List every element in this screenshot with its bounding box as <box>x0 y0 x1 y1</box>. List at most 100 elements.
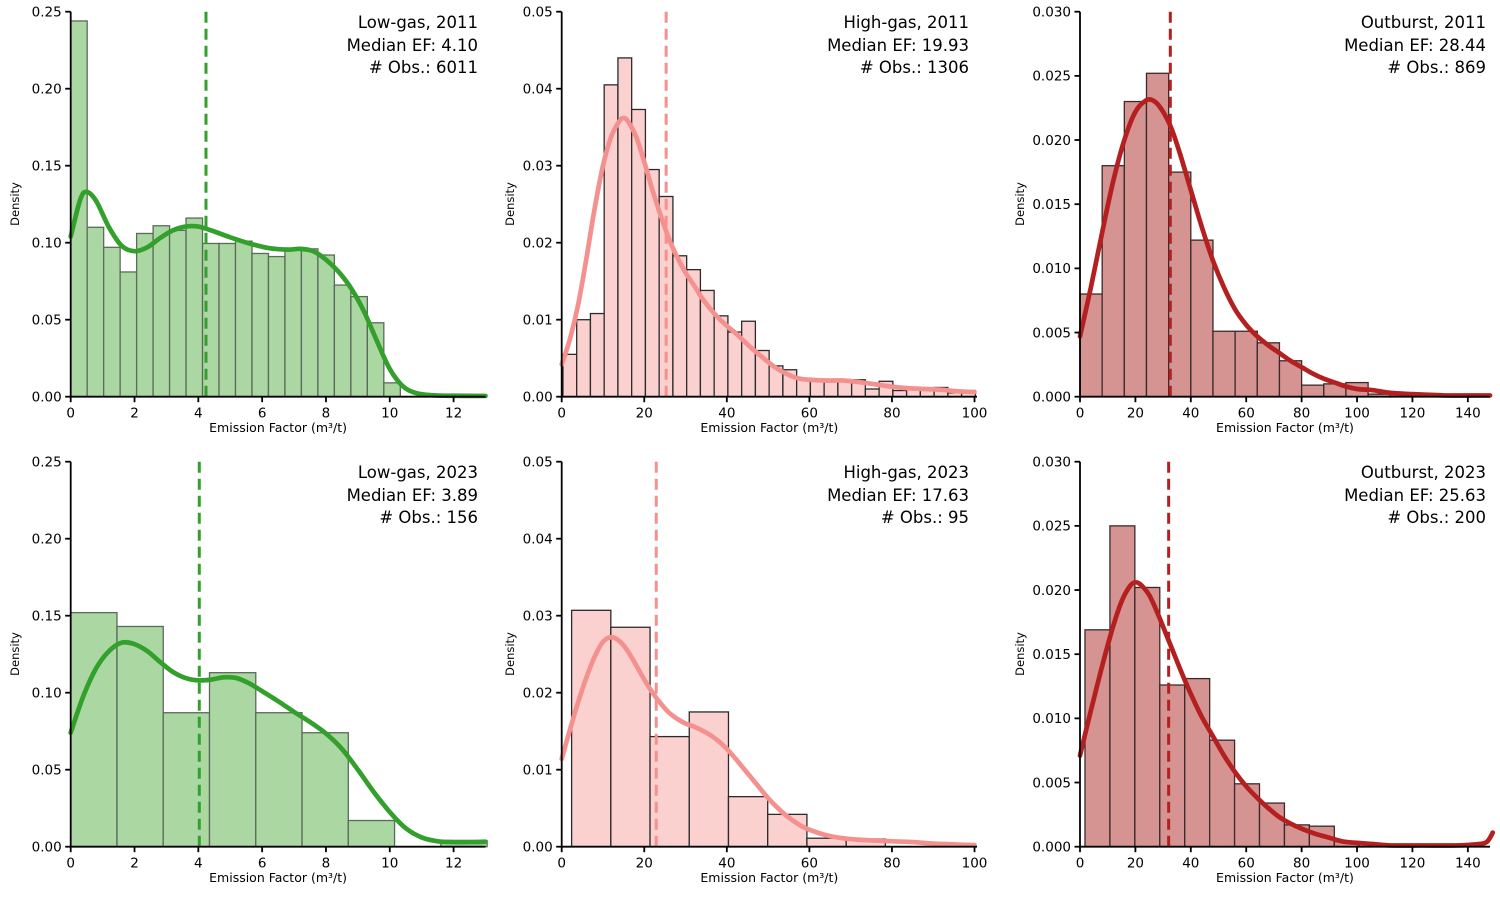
y-tick-label: 0.04 <box>523 82 553 98</box>
histogram-bar <box>809 380 825 398</box>
median-ef-label: Median EF: 19.93 <box>827 35 969 55</box>
histogram-chart-high-gas-2023: 0 20 40 60 80 100 0.00 0.01 0.02 0.03 0.04 0.05 <box>523 455 988 872</box>
histogram-bar <box>1159 684 1186 848</box>
panel-high-gas-2023: 0 20 40 60 80 100 0.00 0.01 0.02 0.03 0.04 0.05 Hig… <box>500 450 1000 900</box>
x-tick-label: 120 <box>1400 406 1426 422</box>
x-tick-label: 8 <box>322 856 331 872</box>
histogram-bar <box>1167 171 1192 398</box>
histogram-bar <box>86 226 105 398</box>
y-axis-label: Density <box>503 182 517 226</box>
panel-annotation: Outburst, 2023 Median EF: 25.63 # Obs.: … <box>1344 462 1486 530</box>
histogram-chart-low-gas-2011: 0 2 4 6 8 10 12 0.00 0.05 0.10 0.15 0.20 0.25 <box>32 5 488 422</box>
histogram-bar <box>1101 165 1125 398</box>
obs-count-label: # Obs.: 156 <box>379 508 478 527</box>
y-tick-label: 0.15 <box>32 159 62 175</box>
x-tick-label: 100 <box>962 406 988 422</box>
histogram-bar <box>795 379 812 398</box>
y-tick-label: 0.00 <box>523 840 553 856</box>
histogram-chart-outburst-2023: 0 20 40 60 80 100 120 140 0.000 0.005 0.010 0.015 0.… <box>1032 455 1496 872</box>
y-tick-label: 0.25 <box>32 455 62 471</box>
x-tick-label: 6 <box>258 406 267 422</box>
histogram-bar <box>610 626 651 848</box>
histogram-bar <box>1123 100 1148 398</box>
x-tick-label: 10 <box>381 856 398 872</box>
histogram-bar <box>892 389 908 398</box>
y-tick-label: 0.10 <box>32 686 62 702</box>
histogram-bar <box>301 732 349 848</box>
histogram-bar <box>168 229 187 398</box>
y-tick-label: 0.025 <box>1032 69 1071 85</box>
histogram-bar <box>1234 330 1258 398</box>
y-tick-label: 0.030 <box>1032 455 1071 471</box>
y-tick-label: 0.010 <box>1032 711 1071 727</box>
y-tick-label: 0.005 <box>1032 325 1071 341</box>
histogram-bar <box>1079 293 1103 398</box>
y-tick-label: 0.05 <box>32 763 62 779</box>
histogram-chart-outburst-2011: 0 20 40 60 80 100 120 140 0.000 0.005 0.010 0.015 0.… <box>1032 5 1493 422</box>
x-tick-label: 10 <box>381 406 398 422</box>
histogram-bar <box>135 232 154 398</box>
panel-annotation: High-gas, 2011 Median EF: 19.93 # Obs.: … <box>827 12 969 80</box>
median-ef-label: Median EF: 17.63 <box>827 485 969 505</box>
histogram-bar <box>333 284 352 398</box>
x-tick-label: 0 <box>1076 406 1085 422</box>
y-tick-label: 0.03 <box>523 609 553 625</box>
histogram-bar <box>218 242 237 398</box>
histogram-bar <box>589 312 605 398</box>
kde-curve <box>68 189 488 399</box>
y-tick-label: 0.00 <box>32 840 62 856</box>
y-tick-label: 0.010 <box>1032 261 1071 277</box>
median-ef-label: Median EF: 28.44 <box>1344 35 1486 55</box>
histogram-bar <box>570 609 612 848</box>
histogram-bar <box>1134 586 1161 848</box>
histogram-bar <box>185 217 204 398</box>
panel-annotation: Low-gas, 2011 Median EF: 4.10 # Obs.: 60… <box>347 12 478 80</box>
x-tick-label: 0 <box>557 856 566 872</box>
median-ef-label: Median EF: 4.10 <box>346 35 478 55</box>
x-tick-label: 80 <box>1293 856 1310 872</box>
histogram-bars <box>570 609 887 848</box>
histogram-bar <box>1190 239 1214 398</box>
y-tick-label: 0.05 <box>32 313 62 329</box>
x-tick-label: 80 <box>1293 406 1310 422</box>
y-axis-label: Density <box>1013 632 1027 676</box>
y-tick-label: 0.20 <box>32 532 62 548</box>
x-tick-label: 0 <box>1076 856 1085 872</box>
x-tick-label: 8 <box>322 406 331 422</box>
x-tick-label: 40 <box>1182 406 1199 422</box>
x-tick-label: 20 <box>636 856 653 872</box>
histogram-bar <box>1084 629 1111 848</box>
panel-title: Low-gas, 2011 <box>357 13 478 32</box>
panel-title: Low-gas, 2023 <box>357 463 478 482</box>
kde-curve <box>68 639 488 845</box>
x-tick-label: 100 <box>962 856 988 872</box>
x-tick-label: 4 <box>194 406 203 422</box>
x-tick-label: 80 <box>883 406 900 422</box>
x-tick-label: 2 <box>130 406 139 422</box>
x-tick-label: 140 <box>1455 856 1481 872</box>
histogram-bars <box>1084 525 1360 848</box>
kde-curve <box>1077 579 1496 848</box>
histogram-bar <box>208 672 257 848</box>
x-tick-label: 20 <box>1127 856 1144 872</box>
y-tick-label: 0.25 <box>32 5 62 21</box>
x-tick-label: 12 <box>445 856 462 872</box>
panel-outburst-2023: 0 20 40 60 80 100 120 140 0.000 0.005 0.010 0.015 0.… <box>1000 450 1500 900</box>
x-tick-label: 120 <box>1400 856 1426 872</box>
x-tick-label: 140 <box>1455 406 1481 422</box>
y-tick-label: 0.015 <box>1032 647 1071 663</box>
median-ef-label: Median EF: 3.89 <box>346 485 478 505</box>
histogram-bar <box>1233 783 1261 848</box>
panel-annotation: Low-gas, 2023 Median EF: 3.89 # Obs.: 15… <box>347 462 478 530</box>
histogram-bar <box>1300 384 1325 398</box>
histogram-bar <box>1109 525 1136 848</box>
histogram-bar <box>727 331 743 398</box>
x-tick-label: 40 <box>718 856 735 872</box>
y-tick-label: 0.000 <box>1032 390 1071 406</box>
histogram-bar <box>864 388 880 398</box>
kde-curve <box>1077 97 1493 398</box>
histogram-bar <box>672 255 688 398</box>
y-axis-label: Density <box>8 632 22 676</box>
x-tick-label: 0 <box>557 406 566 422</box>
x-tick-label: 40 <box>718 406 735 422</box>
